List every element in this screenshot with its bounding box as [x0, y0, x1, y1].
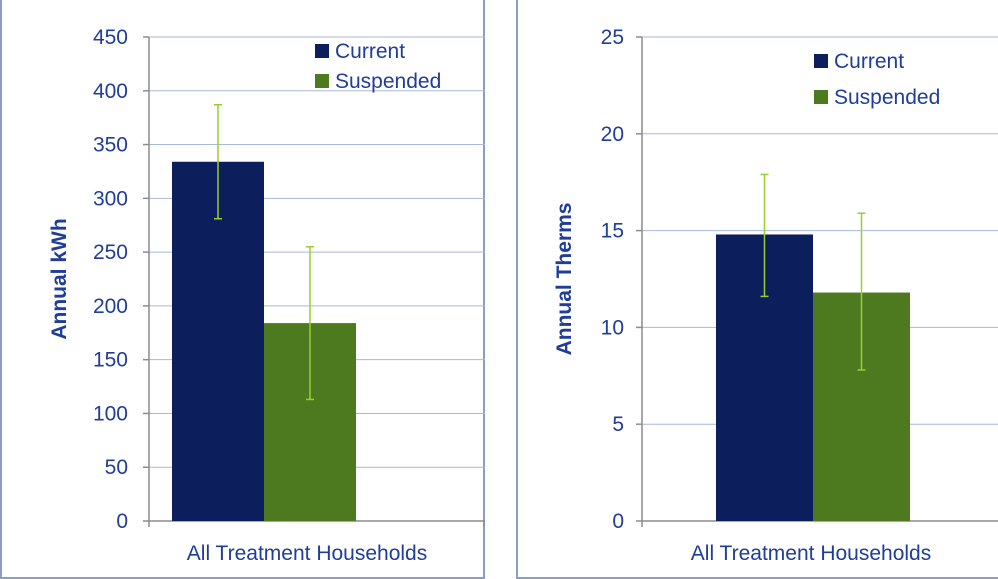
x-category-label: All Treatment Households	[691, 542, 931, 565]
y-tick-label: 300	[93, 187, 128, 210]
y-tick-label: 400	[93, 80, 128, 103]
y-tick-label: 15	[601, 220, 624, 243]
therms-chart-panel: 0 5 10 15 20 25 All Treatment Households Annual…	[516, 0, 998, 579]
legend-swatch-current	[814, 54, 828, 68]
y-tick-label: 100	[93, 402, 128, 425]
legend-label-suspended: Suspended	[834, 86, 940, 109]
y-tick-label: 150	[93, 349, 128, 372]
legend-label-suspended: Suspended	[335, 70, 441, 93]
y-tick-label: 5	[612, 413, 624, 436]
therms-chart: 0 5 10 15 20 25 All Treatment Households Annual…	[553, 26, 998, 565]
y-axis-title: Annual kWh	[48, 218, 71, 339]
y-tick-label: 200	[93, 295, 128, 318]
legend-label-current: Current	[335, 40, 405, 63]
y-tick-label: 250	[93, 241, 128, 264]
legend-swatch-suspended	[315, 74, 329, 88]
x-category-label: All Treatment Households	[187, 542, 427, 565]
y-tick-label: 10	[601, 316, 624, 339]
y-tick-label: 50	[105, 456, 128, 479]
y-tick-label: 450	[93, 26, 128, 49]
y-tick-label: 350	[93, 134, 128, 157]
y-tick-label: 25	[601, 26, 624, 49]
bar-current	[172, 161, 264, 521]
kwh-chart-panel: 0 50 100 150 200 250 300 350 400 450 All Treatment…	[0, 0, 485, 579]
kwh-chart: 0 50 100 150 200 250 300 350 400 450 All Treatment…	[48, 26, 485, 565]
y-tick-label: 0	[116, 510, 128, 533]
legend-label-current: Current	[834, 50, 904, 73]
legend-swatch-current	[315, 44, 329, 58]
y-tick-label: 20	[601, 123, 624, 146]
y-axis-title: Annual Therms	[553, 203, 576, 356]
y-tick-label: 0	[612, 510, 624, 533]
legend-swatch-suspended	[814, 90, 828, 104]
